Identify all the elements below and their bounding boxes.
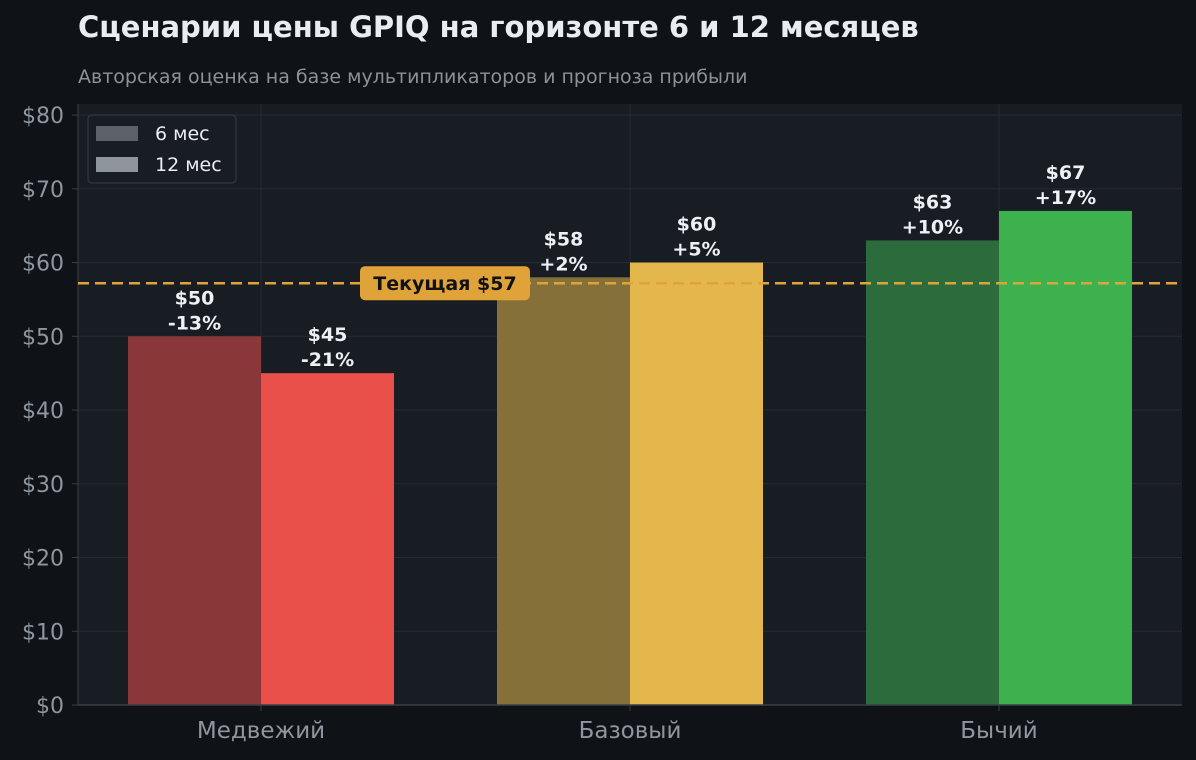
legend-swatch xyxy=(96,126,138,141)
y-tick-label: $60 xyxy=(22,252,64,277)
bar-6m xyxy=(497,277,630,705)
bar-value-label: $63 xyxy=(913,191,953,213)
bar-change-label: -13% xyxy=(168,312,221,334)
category-label: Базовый xyxy=(579,718,682,744)
bar-change-label: +17% xyxy=(1035,187,1096,209)
bar-value-label: $67 xyxy=(1046,162,1086,184)
y-tick-label: $40 xyxy=(22,399,64,424)
bar-change-label: +10% xyxy=(902,216,963,238)
y-tick-label: $80 xyxy=(22,104,64,129)
legend-label: 6 мес xyxy=(155,123,210,145)
bar-value-label: $60 xyxy=(677,214,717,236)
bar-12m xyxy=(630,262,763,705)
legend-label: 12 мес xyxy=(155,154,222,176)
legend-swatch xyxy=(96,157,138,172)
bar-12m xyxy=(999,210,1132,705)
y-tick-label: $0 xyxy=(36,694,64,719)
y-tick-label: $30 xyxy=(22,473,64,498)
bar-6m xyxy=(128,336,261,705)
category-label: Бычий xyxy=(960,718,1037,744)
bar-12m xyxy=(261,373,394,705)
current-price-label: Текущая $57 xyxy=(373,273,516,295)
bar-value-label: $45 xyxy=(308,324,348,346)
chart-title: Сценарии цены GPIQ на горизонте 6 и 12 м… xyxy=(78,10,919,44)
bar-value-label: $58 xyxy=(544,228,584,250)
current-price-badge xyxy=(360,266,530,301)
y-tick-label: $50 xyxy=(22,325,64,350)
bar-change-label: -21% xyxy=(301,349,354,371)
y-tick-label: $20 xyxy=(22,547,64,572)
bar-6m xyxy=(866,240,999,705)
bar-change-label: +5% xyxy=(672,239,720,261)
y-tick-label: $70 xyxy=(22,178,64,203)
chart-subtitle: Авторская оценка на базе мультипликаторо… xyxy=(78,66,748,88)
bar-value-label: $50 xyxy=(175,287,215,309)
bar-change-label: +2% xyxy=(539,253,587,275)
category-label: Медвежий xyxy=(197,718,325,744)
y-tick-label: $10 xyxy=(22,620,64,645)
